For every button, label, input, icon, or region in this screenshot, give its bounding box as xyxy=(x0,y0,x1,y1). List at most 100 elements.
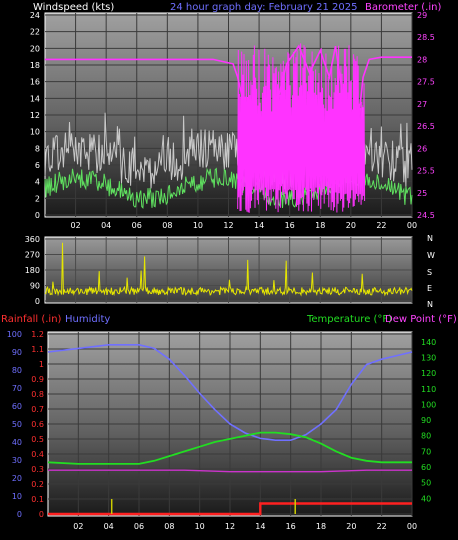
x-tick-label: 18 xyxy=(316,522,326,531)
temp-tick-label: 60 xyxy=(421,463,431,472)
x-tick-label: 00 xyxy=(407,522,417,531)
temp-tick-label: 70 xyxy=(421,447,431,456)
rain-temp-axes: 0 0.1 0.2 0.3 0.4 0.5 0.6 0.7 0.8 0.9 1 1.1 1.2 0 10 20… xyxy=(7,330,437,531)
x-tick-label: 14 xyxy=(254,221,264,230)
temperature-axis-title: Temperature (°F) xyxy=(306,314,392,325)
y-tick-label: 360 xyxy=(25,235,40,244)
x-tick-label: 08 xyxy=(162,221,172,230)
y-right-tick-label: 28.5 xyxy=(417,33,435,42)
y-left-tick-label: 8 xyxy=(35,144,40,153)
rain-tick-label: 1.1 xyxy=(31,345,44,354)
wind-baro-axes: 02468101214161820222424.52525.52626.5272… xyxy=(30,11,435,230)
y-left-tick-label: 10 xyxy=(30,128,40,137)
series-barometer-spikes xyxy=(237,43,366,213)
y-right-tick-label: 26 xyxy=(417,144,427,153)
temp-tick-label: 130 xyxy=(421,353,436,362)
rain-tick-label: 0.2 xyxy=(31,480,44,489)
humidity-tick-label: 40 xyxy=(12,438,22,447)
rain-tick-label: 0.8 xyxy=(31,390,44,399)
x-tick-label: 10 xyxy=(195,522,205,531)
compass-label: E xyxy=(427,284,432,293)
temp-tick-label: 120 xyxy=(421,369,436,378)
humidity-tick-label: 80 xyxy=(12,366,22,375)
y-left-tick-label: 22 xyxy=(30,28,40,37)
x-tick-label: 14 xyxy=(255,522,265,531)
rain-tick-label: 0.5 xyxy=(31,435,44,444)
humidity-axis-title: Humidity xyxy=(65,314,110,325)
y-right-tick-label: 24.5 xyxy=(417,211,435,220)
x-tick-label: 10 xyxy=(193,221,203,230)
series-dewpoint-line xyxy=(48,469,412,473)
compass-label: S xyxy=(427,268,432,277)
y-left-tick-label: 0 xyxy=(35,211,40,220)
y-left-tick-label: 14 xyxy=(30,94,40,103)
wind-dir-series xyxy=(44,242,413,297)
rain-tick-label: 0.3 xyxy=(31,465,44,474)
x-tick-label: 20 xyxy=(346,221,356,230)
humidity-tick-label: 10 xyxy=(12,492,22,501)
y-tick-label: 270 xyxy=(25,251,40,260)
y-right-tick-label: 28 xyxy=(417,55,427,64)
humidity-tick-label: 30 xyxy=(12,456,22,465)
x-tick-label: 04 xyxy=(101,221,111,230)
x-tick-label: 16 xyxy=(286,522,296,531)
series-rainfall-line xyxy=(48,502,412,516)
x-tick-label: 02 xyxy=(70,221,80,230)
series-temperature-line xyxy=(47,431,412,465)
series-humidity-line xyxy=(47,344,413,441)
rain-tick-label: 0.9 xyxy=(31,375,44,384)
y-left-tick-label: 24 xyxy=(30,11,40,20)
x-tick-label: 02 xyxy=(73,522,83,531)
rain-tick-label: 0.1 xyxy=(31,495,44,504)
humidity-tick-label: 20 xyxy=(12,474,22,483)
x-tick-label: 06 xyxy=(132,221,142,230)
compass-label: N xyxy=(427,300,433,309)
temp-tick-label: 110 xyxy=(421,385,436,394)
rainfall-axis-title: Rainfall (.in) xyxy=(1,314,62,325)
temp-tick-label: 100 xyxy=(421,400,436,409)
y-tick-label: 0 xyxy=(35,297,40,306)
y-right-tick-label: 27 xyxy=(417,100,427,109)
rain-tick-label: 0 xyxy=(39,510,44,519)
rain-tick-label: 0.6 xyxy=(31,420,44,429)
humidity-tick-label: 100 xyxy=(7,330,22,339)
x-tick-label: 08 xyxy=(164,522,174,531)
temp-tick-label: 140 xyxy=(421,338,436,347)
rain-temp-series xyxy=(47,344,413,516)
y-right-tick-label: 25 xyxy=(417,189,427,198)
x-tick-label: 16 xyxy=(285,221,295,230)
y-left-tick-label: 16 xyxy=(30,78,40,87)
x-tick-label: 12 xyxy=(225,522,235,531)
x-tick-label: 18 xyxy=(315,221,325,230)
temp-tick-label: 50 xyxy=(421,479,431,488)
compass-label: N xyxy=(427,234,433,243)
rain-tick-label: 0.7 xyxy=(31,405,44,414)
x-tick-label: 12 xyxy=(223,221,233,230)
y-left-tick-label: 2 xyxy=(35,194,40,203)
y-right-tick-label: 26.5 xyxy=(417,122,435,131)
barometer-axis-title: Barometer (.in) xyxy=(365,2,441,13)
y-right-tick-label: 27.5 xyxy=(417,78,435,87)
y-right-tick-label: 29 xyxy=(417,11,427,20)
humidity-tick-label: 60 xyxy=(12,402,22,411)
y-right-tick-label: 25.5 xyxy=(417,167,435,176)
x-tick-label: 22 xyxy=(376,221,386,230)
y-tick-label: 90 xyxy=(30,282,40,291)
y-left-tick-label: 18 xyxy=(30,61,40,70)
y-left-tick-label: 6 xyxy=(35,161,40,170)
x-tick-label: 20 xyxy=(346,522,356,531)
y-left-tick-label: 4 xyxy=(35,178,40,187)
wind-axis-title: Windspeed (kts) xyxy=(33,2,114,13)
x-tick-label: 00 xyxy=(407,221,417,230)
y-left-tick-label: 12 xyxy=(30,111,40,120)
chart-title: 24 hour graph day: February 21 2025 xyxy=(170,2,358,13)
x-tick-label: 06 xyxy=(134,522,144,531)
compass-label: W xyxy=(427,251,435,260)
temp-tick-label: 80 xyxy=(421,432,431,441)
temp-tick-label: 40 xyxy=(421,494,431,503)
rain-tick-label: 0.4 xyxy=(31,450,44,459)
humidity-tick-label: 50 xyxy=(12,420,22,429)
wind-baro-series xyxy=(44,43,413,213)
